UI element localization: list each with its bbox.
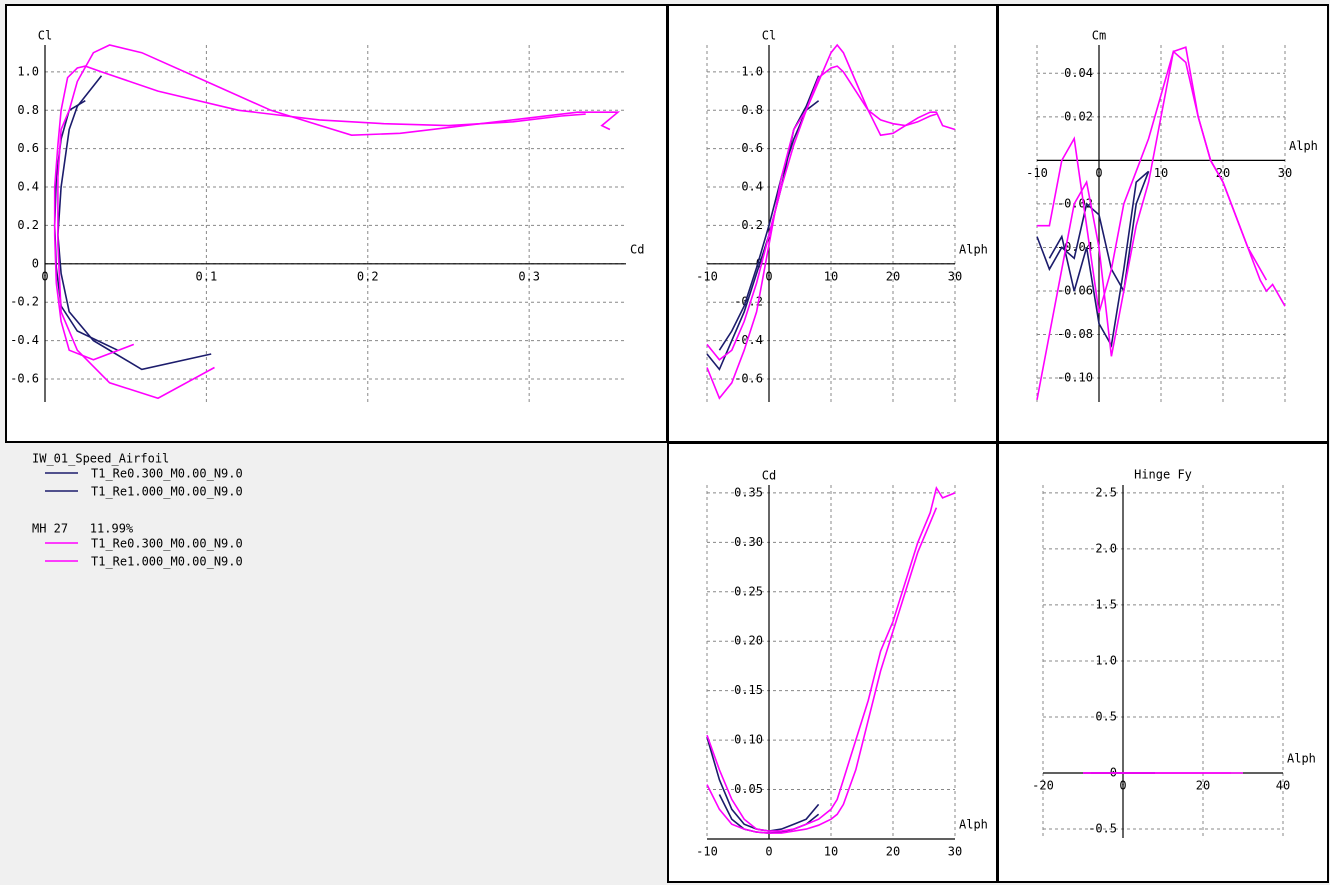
y-tick-label: 0.2 bbox=[741, 218, 763, 232]
y-tick-label: 1.0 bbox=[1095, 653, 1117, 667]
y-tick-label: 2.5 bbox=[1095, 485, 1117, 499]
y-axis-label: Cl bbox=[762, 29, 776, 43]
y-tick-label: 0.5 bbox=[1095, 709, 1117, 723]
y-axis-label: Cm bbox=[1092, 29, 1106, 43]
y-tick-label: 1.0 bbox=[741, 64, 763, 78]
y-tick-label: 0.6 bbox=[741, 141, 763, 155]
y-tick-label: -0.08 bbox=[1057, 327, 1093, 341]
y-tick-label: -0.2 bbox=[734, 295, 763, 309]
x-tick-label: 20 bbox=[886, 269, 900, 283]
y-tick-label: 0.2 bbox=[17, 218, 39, 232]
x-tick-label: -10 bbox=[1026, 166, 1048, 180]
polar-curve bbox=[706, 507, 938, 834]
x-tick-label: 10 bbox=[824, 269, 838, 283]
polar-curve bbox=[1036, 171, 1150, 294]
polar-curve bbox=[706, 65, 937, 361]
x-axis-label: Cd bbox=[630, 242, 644, 256]
x-tick-label: 0.1 bbox=[196, 269, 218, 283]
x-tick-label: 30 bbox=[1278, 166, 1292, 180]
y-tick-label: 0.15 bbox=[734, 683, 763, 697]
x-tick-label: 20 bbox=[1196, 779, 1210, 793]
panel bbox=[997, 4, 1329, 443]
x-tick-label: 30 bbox=[948, 845, 962, 859]
polar-curve bbox=[1048, 170, 1150, 348]
x-tick-label: 30 bbox=[948, 269, 962, 283]
y-tick-label: 0.30 bbox=[734, 535, 763, 549]
y-tick-label: -0.10 bbox=[1057, 371, 1093, 385]
polar-curve bbox=[57, 44, 621, 400]
legend-entry: T1_Re1.000_M0.00_N9.0 bbox=[91, 555, 243, 569]
y-tick-label: -0.2 bbox=[10, 295, 39, 309]
panel bbox=[667, 4, 998, 443]
polar-curve bbox=[1036, 46, 1286, 400]
x-axis-label: Alph bbox=[1287, 752, 1316, 766]
x-tick-label: 10 bbox=[1154, 166, 1168, 180]
x-tick-label: -20 bbox=[1032, 779, 1054, 793]
y-axis-label: Cl bbox=[38, 29, 52, 43]
y-tick-label: -0.4 bbox=[10, 333, 39, 347]
legend-entry: T1_Re0.300_M0.00_N9.0 bbox=[91, 467, 243, 481]
legend-group: MH 27 11.99% bbox=[32, 522, 134, 536]
y-tick-label: -0.4 bbox=[734, 333, 763, 347]
x-axis-label: Alph bbox=[959, 242, 988, 256]
x-tick-label: -10 bbox=[696, 845, 718, 859]
y-tick-label: 0.20 bbox=[734, 634, 763, 648]
chart-title: Hinge Fy bbox=[1134, 468, 1192, 482]
y-tick-label: -0.6 bbox=[10, 371, 39, 385]
x-tick-label: 10 bbox=[824, 845, 838, 859]
y-tick-label: 0.6 bbox=[17, 141, 39, 155]
polar-curve bbox=[706, 485, 956, 832]
y-tick-label: 0.35 bbox=[734, 485, 763, 499]
legend-group: IW_01_Speed_Airfoil bbox=[32, 452, 169, 466]
y-tick-label: 0.05 bbox=[734, 782, 763, 796]
x-tick-label: 0.2 bbox=[357, 269, 379, 283]
panel bbox=[667, 442, 998, 883]
y-tick-label: 0.02 bbox=[1064, 109, 1093, 123]
y-axis-label: Cd bbox=[762, 469, 776, 483]
y-tick-label: 0 bbox=[32, 256, 39, 270]
x-axis-label: Alph bbox=[959, 818, 988, 832]
y-tick-label: 0.25 bbox=[734, 584, 763, 598]
polar-curve bbox=[53, 65, 586, 361]
y-tick-label: -0.6 bbox=[734, 371, 763, 385]
x-tick-label: -10 bbox=[696, 269, 718, 283]
y-tick-label: 0.8 bbox=[17, 103, 39, 117]
x-tick-label: 40 bbox=[1276, 779, 1290, 793]
y-tick-label: 1.5 bbox=[1095, 597, 1117, 611]
polar-curve bbox=[57, 75, 212, 371]
polar-curve bbox=[706, 43, 956, 400]
legend-entry: T1_Re0.300_M0.00_N9.0 bbox=[91, 537, 243, 551]
y-tick-label: 0.4 bbox=[741, 180, 763, 194]
y-tick-label: 0.04 bbox=[1064, 66, 1093, 80]
y-tick-label: 0.4 bbox=[17, 180, 39, 194]
y-tick-label: -0.5 bbox=[1088, 822, 1117, 836]
y-tick-label: 0.10 bbox=[734, 733, 763, 747]
legend-entry: T1_Re1.000_M0.00_N9.0 bbox=[91, 485, 243, 499]
x-tick-label: 20 bbox=[886, 845, 900, 859]
x-tick-label: 0.3 bbox=[518, 269, 540, 283]
y-tick-label: 2.0 bbox=[1095, 541, 1117, 555]
panel bbox=[5, 4, 668, 443]
x-tick-label: 0 bbox=[765, 845, 772, 859]
polar-curve bbox=[1037, 50, 1268, 314]
y-tick-label: 0.8 bbox=[741, 103, 763, 117]
panel bbox=[997, 442, 1329, 883]
x-axis-label: Alph bbox=[1289, 139, 1318, 153]
y-tick-label: 1.0 bbox=[17, 64, 39, 78]
